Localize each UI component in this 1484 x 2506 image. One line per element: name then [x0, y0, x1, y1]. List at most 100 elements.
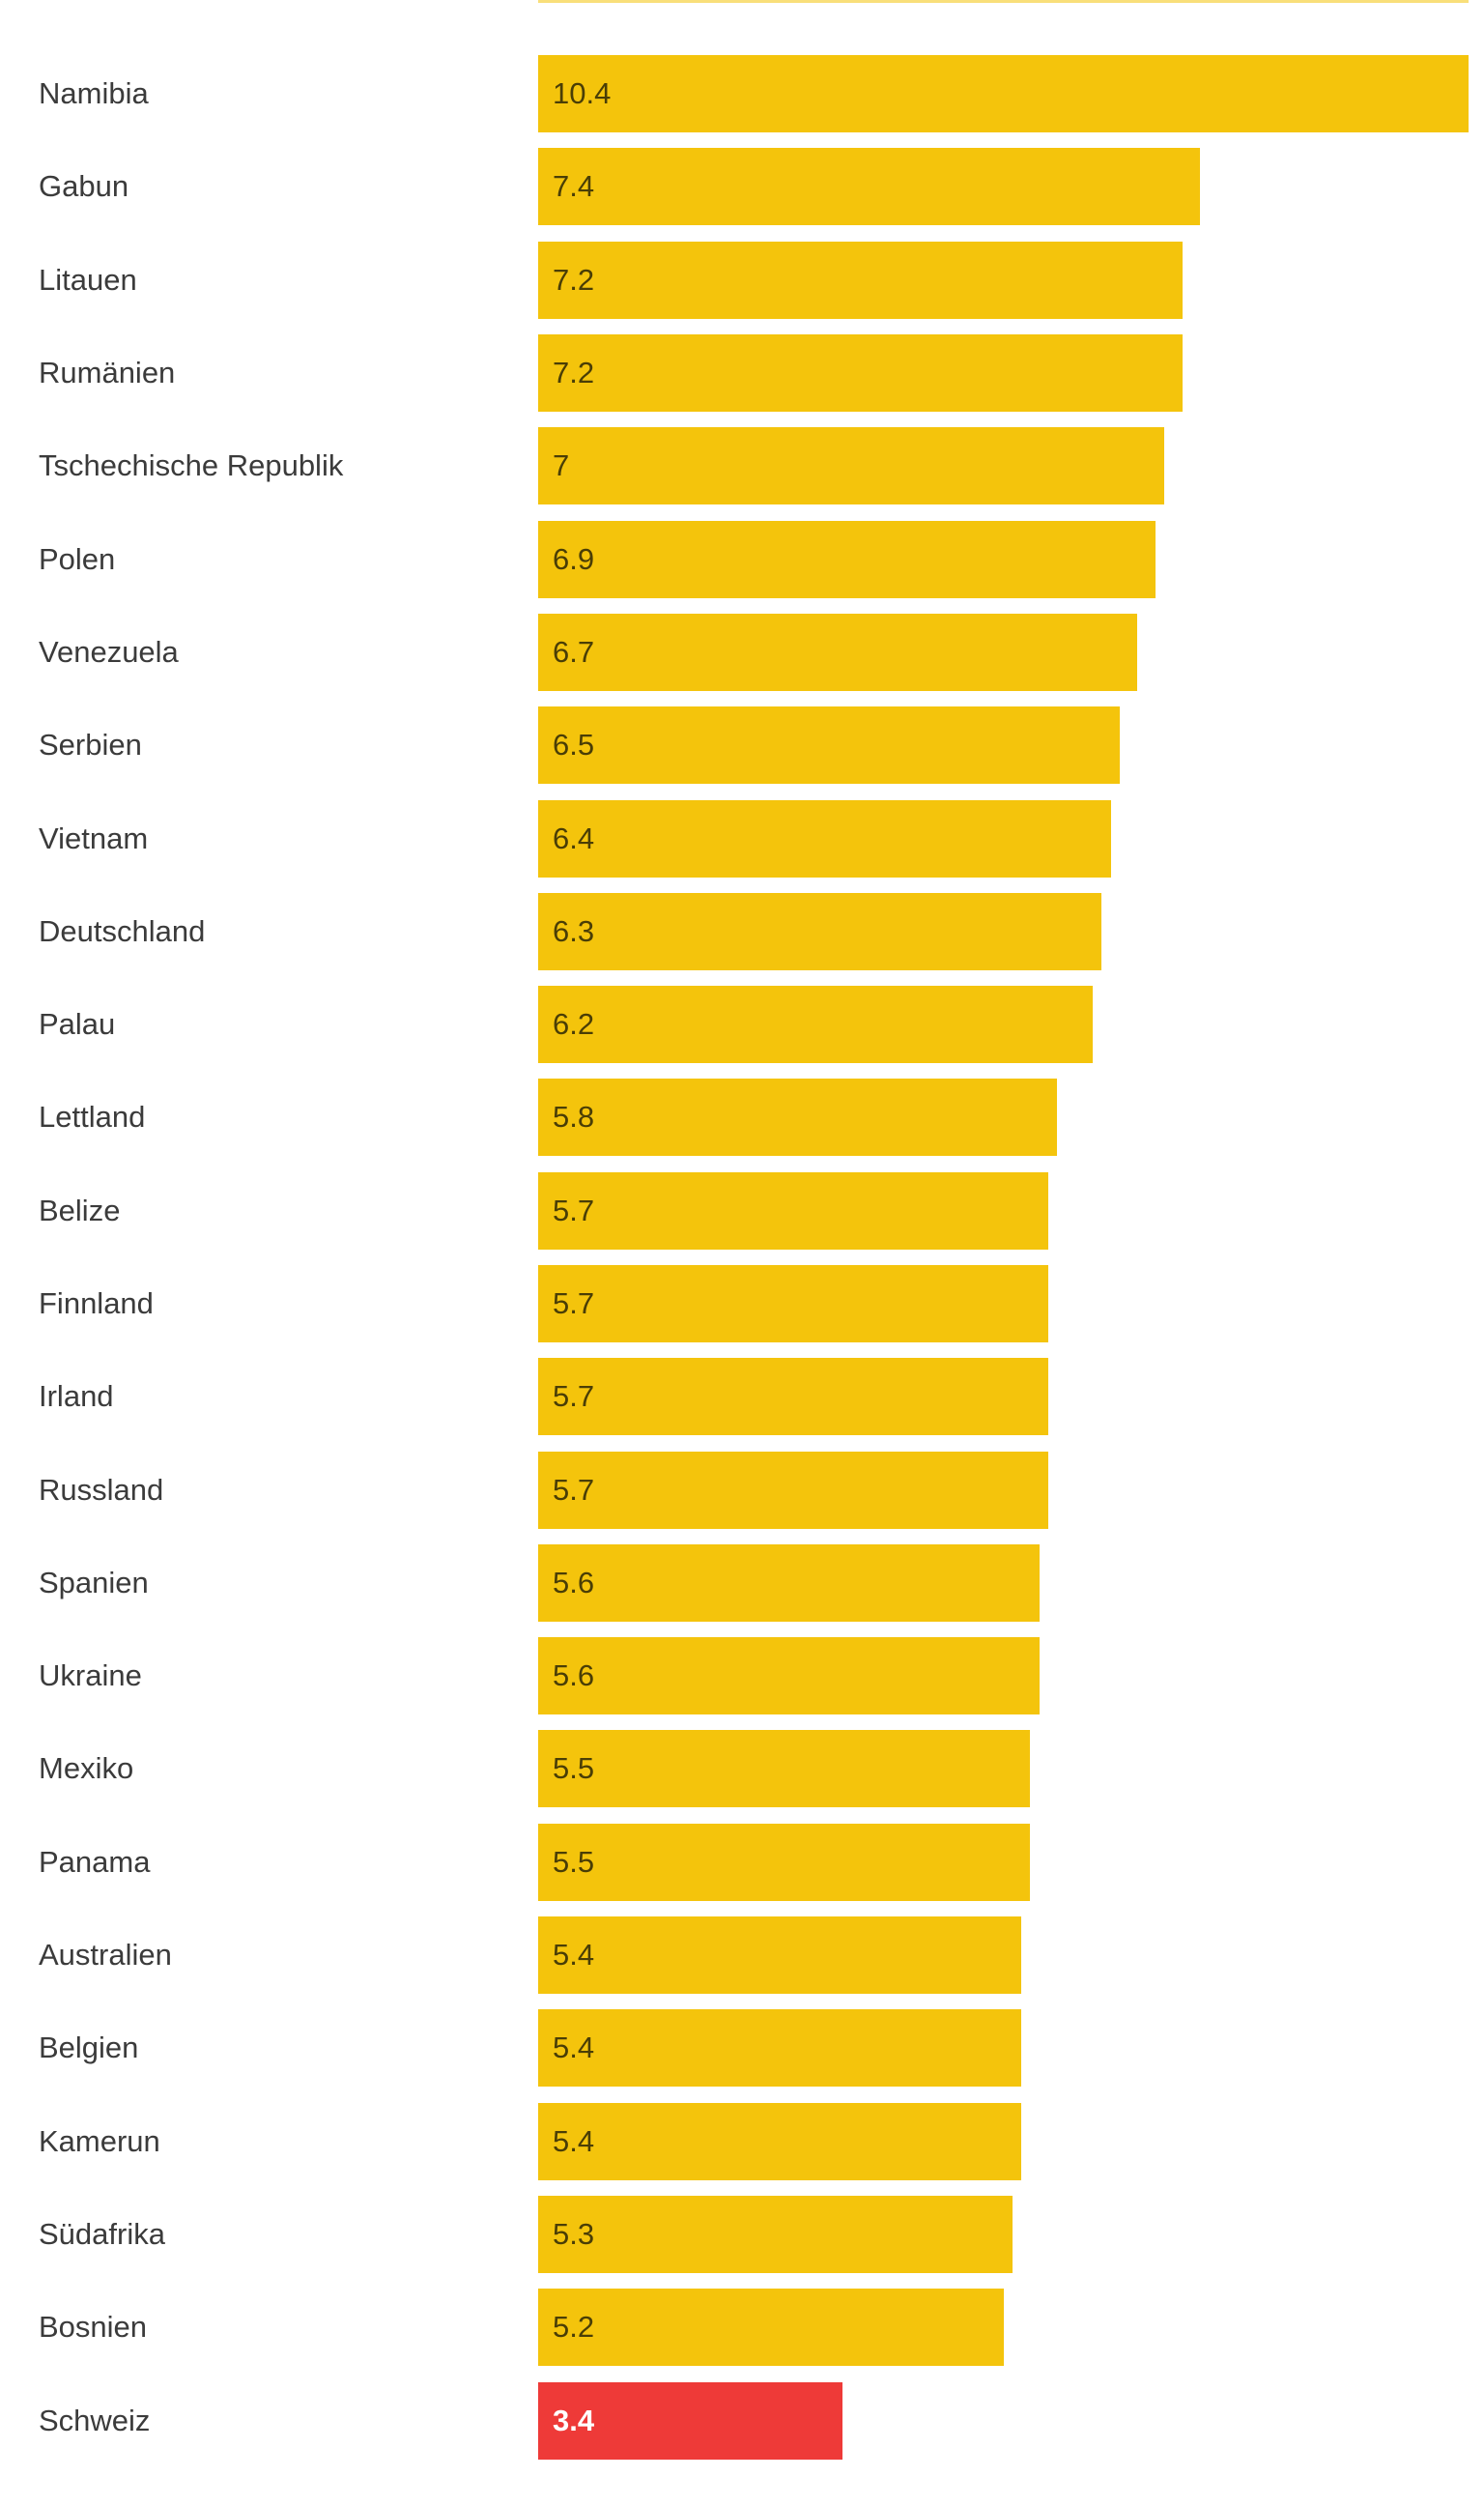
value-bar: 5.6 — [538, 1543, 1040, 1622]
bar-value-label: 5.8 — [553, 1100, 595, 1135]
value-bar: 5.5 — [538, 1823, 1031, 1901]
chart-row: Gabun 7.4 — [0, 140, 1484, 233]
country-label: Finnland — [39, 1286, 154, 1320]
bar-value-label: 10.4 — [553, 76, 612, 111]
chart-row: Spanien 5.6 — [0, 1537, 1484, 1629]
country-label: Russland — [39, 1472, 164, 1507]
value-bar: 7.2 — [538, 241, 1183, 319]
chart-row: Polen 6.9 — [0, 512, 1484, 605]
country-label: Venezuela — [39, 634, 179, 669]
value-bar: 5.8 — [538, 1079, 1058, 1157]
chart-row: Rumänien 7.2 — [0, 327, 1484, 419]
value-bar: 5.7 — [538, 1358, 1048, 1436]
bar-value-label: 5.4 — [553, 2031, 595, 2065]
value-bar: 6.7 — [538, 613, 1138, 691]
value-bar: 5.7 — [538, 1451, 1048, 1529]
value-bar: 6.4 — [538, 799, 1111, 878]
chart-row: Lettland 5.8 — [0, 1071, 1484, 1164]
country-label: Palau — [39, 1007, 116, 1042]
country-label: Australien — [39, 1938, 172, 1973]
bar-value-label: 5.4 — [553, 1938, 595, 1973]
bar-value-label: 7.2 — [553, 356, 595, 390]
value-bar: 5.7 — [538, 1171, 1048, 1250]
country-label: Vietnam — [39, 821, 149, 855]
bar-value-label: 6.3 — [553, 913, 595, 948]
cutoff-bar-sliver — [538, 0, 1469, 3]
bar-value-label: 5.4 — [553, 2123, 595, 2158]
country-label: Schweiz — [39, 2403, 151, 2437]
chart-row: Kamerun 5.4 — [0, 2095, 1484, 2188]
country-label: Namibia — [39, 76, 149, 111]
bar-value-label: 5.6 — [553, 1565, 595, 1599]
value-bar: 7.4 — [538, 148, 1201, 226]
chart-row: Serbien 6.5 — [0, 699, 1484, 792]
bar-value-label: 5.7 — [553, 1379, 595, 1414]
value-bar: 5.7 — [538, 1265, 1048, 1342]
bar-value-label: 6.4 — [553, 821, 595, 855]
chart-row: Ukraine 5.6 — [0, 1629, 1484, 1722]
country-label: Spanien — [39, 1565, 149, 1599]
country-label: Lettland — [39, 1100, 146, 1135]
value-bar-highlight: 3.4 — [538, 2381, 842, 2460]
country-label: Tschechische Republik — [39, 448, 344, 483]
value-bar: 6.9 — [538, 520, 1156, 598]
bar-value-label: 5.5 — [553, 1751, 595, 1786]
value-bar: 5.4 — [538, 1916, 1022, 1995]
bar-value-label: 7 — [553, 448, 570, 483]
chart-row: Panama 5.5 — [0, 1816, 1484, 1909]
value-bar: 7 — [538, 427, 1165, 505]
country-label: Rumänien — [39, 356, 176, 390]
bar-value-label: 7.4 — [553, 169, 595, 204]
value-bar: 6.2 — [538, 986, 1094, 1064]
value-bar: 5.2 — [538, 2289, 1004, 2367]
country-label: Kamerun — [39, 2123, 160, 2158]
bar-value-label: 5.6 — [553, 1658, 595, 1693]
bar-value-label: 7.2 — [553, 262, 595, 297]
country-label: Gabun — [39, 169, 129, 204]
chart-row: Russland 5.7 — [0, 1443, 1484, 1536]
country-label: Serbien — [39, 728, 142, 763]
country-label: Polen — [39, 541, 116, 576]
value-bar: 5.4 — [538, 2102, 1022, 2180]
chart-row: Deutschland 6.3 — [0, 885, 1484, 978]
value-bar: 6.5 — [538, 706, 1120, 785]
country-label: Mexiko — [39, 1751, 134, 1786]
bar-value-label: 6.7 — [553, 634, 595, 669]
value-bar: 7.2 — [538, 334, 1183, 413]
value-bar: 5.3 — [538, 2195, 1013, 2273]
bar-value-label: 3.4 — [553, 2403, 595, 2437]
country-label: Panama — [39, 1844, 151, 1879]
country-label: Bosnien — [39, 2310, 148, 2345]
value-bar: 10.4 — [538, 55, 1469, 133]
value-bar: 6.3 — [538, 892, 1102, 970]
country-label: Litauen — [39, 262, 137, 297]
chart-row: Finnland 5.7 — [0, 1257, 1484, 1350]
chart-row: Bosnien 5.2 — [0, 2281, 1484, 2374]
chart-row: Vietnam 6.4 — [0, 792, 1484, 884]
chart-row: Litauen 7.2 — [0, 234, 1484, 327]
chart-row: Tschechische Republik 7 — [0, 419, 1484, 512]
chart-row: Schweiz 3.4 — [0, 2374, 1484, 2466]
country-label: Irland — [39, 1379, 114, 1414]
chart-row: Belize 5.7 — [0, 1165, 1484, 1257]
bar-value-label: 5.7 — [553, 1286, 595, 1320]
country-label: Belgien — [39, 2031, 139, 2065]
chart-row: Australien 5.4 — [0, 1909, 1484, 2002]
bar-value-label: 5.5 — [553, 1844, 595, 1879]
chart-row: Palau 6.2 — [0, 978, 1484, 1071]
bar-value-label: 6.5 — [553, 728, 595, 763]
bar-value-label: 6.9 — [553, 541, 595, 576]
bar-value-label: 6.2 — [553, 1007, 595, 1042]
country-label: Ukraine — [39, 1658, 142, 1693]
country-label: Südafrika — [39, 2216, 165, 2251]
value-bar: 5.5 — [538, 1730, 1031, 1808]
chart-row: Venezuela 6.7 — [0, 606, 1484, 699]
country-label: Deutschland — [39, 913, 206, 948]
chart-row: Belgien 5.4 — [0, 2002, 1484, 2094]
value-bar: 5.4 — [538, 2009, 1022, 2088]
bar-value-label: 5.7 — [553, 1472, 595, 1507]
country-label: Belize — [39, 1193, 121, 1227]
bar-value-label: 5.3 — [553, 2216, 595, 2251]
chart-row: Namibia 10.4 — [0, 47, 1484, 140]
chart-row: Irland 5.7 — [0, 1350, 1484, 1443]
